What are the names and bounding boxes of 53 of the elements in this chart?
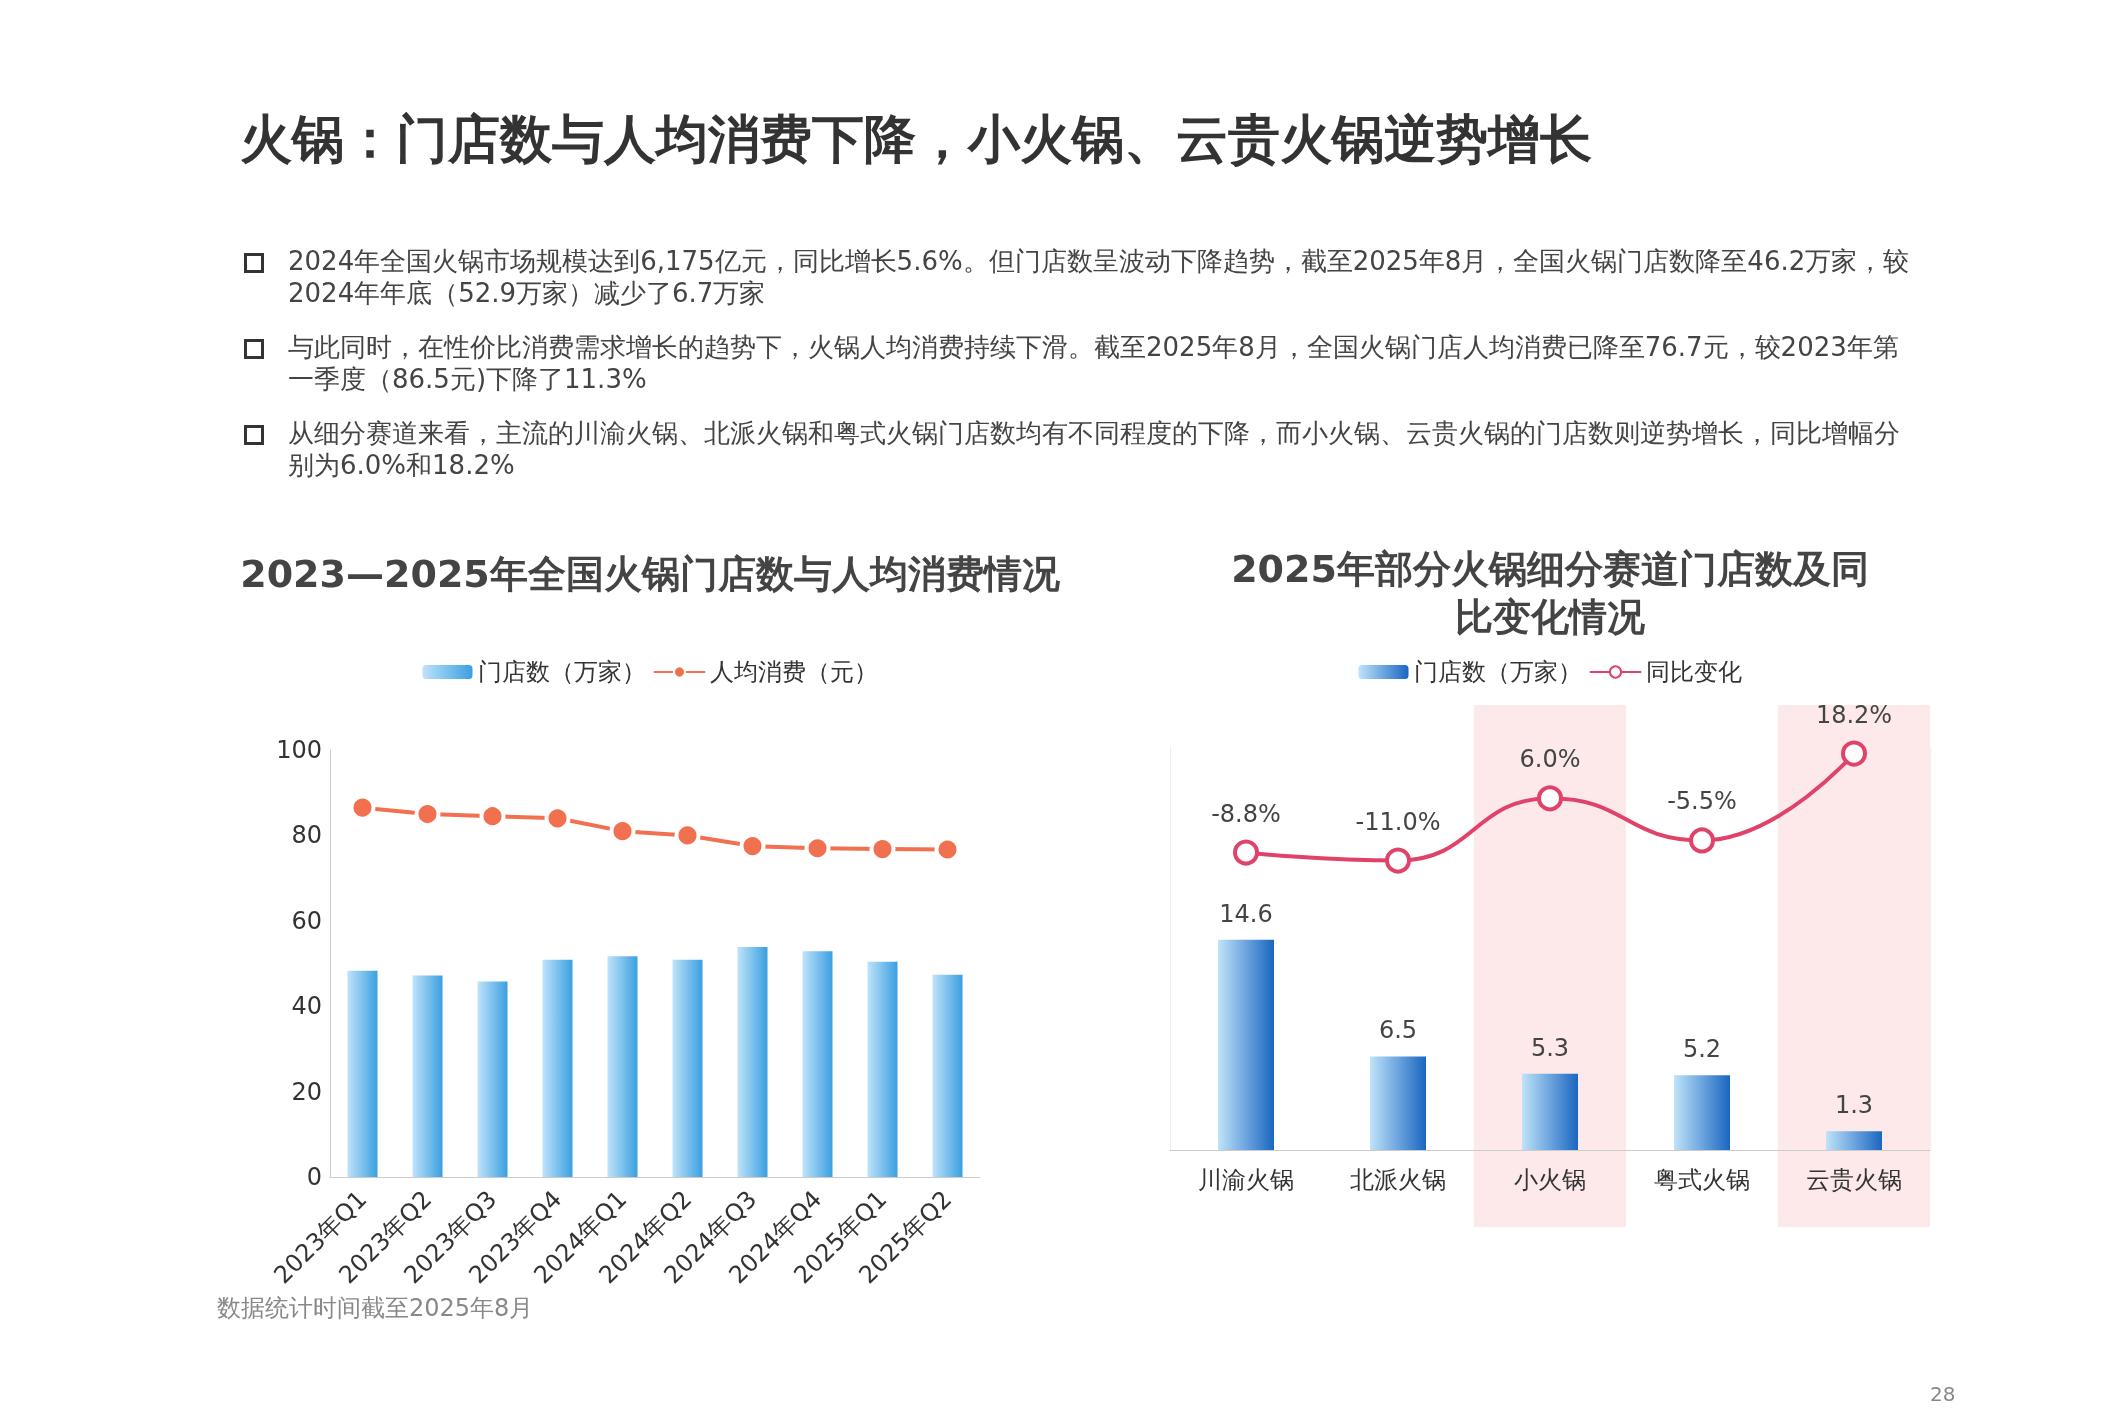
data-label: 18.2%	[1815, 700, 1893, 729]
bar	[1370, 1056, 1426, 1150]
text: 火锅：门店数与人均消费下降，小火锅、云贵火锅逆势增长	[240, 108, 1592, 171]
data-label: -8.8%	[1211, 799, 1281, 828]
legend-label: 门店数（万家）	[1413, 658, 1582, 686]
y-tick-label: 0	[306, 1163, 322, 1192]
x-tick-label: 粤式火锅	[1654, 1166, 1750, 1194]
y-tick-label: 40	[291, 992, 322, 1021]
bar	[802, 951, 833, 1178]
bar	[1522, 1073, 1578, 1150]
data-label: 1.3	[1834, 1091, 1874, 1120]
y-tick-label: 100	[276, 736, 322, 764]
y-tick-label: 80	[291, 821, 322, 850]
bar	[932, 974, 963, 1178]
bar	[1218, 939, 1274, 1150]
text: 从细分赛道来看，主流的川渝火锅、北派火锅和粤式火锅门店数均有不同程度的下降，而小火锅、云贵火锅的门店数则逆势增长，同比增幅分别为6.0%和18.2%	[287, 417, 1901, 481]
data-label: 6.0%	[1519, 745, 1581, 774]
x-tick-label: 北派火锅	[1350, 1166, 1446, 1194]
data-label: 5.2	[1682, 1035, 1722, 1064]
x-tick-label: 小火锅	[1514, 1166, 1586, 1194]
legend-label: 门店数（万家）	[477, 658, 646, 686]
point	[1841, 740, 1867, 767]
point	[1233, 839, 1259, 866]
point	[1689, 827, 1715, 854]
data-label: 14.6	[1219, 899, 1273, 928]
x-tick-label: 川渝火锅	[1198, 1166, 1294, 1194]
y-tick-label: 60	[291, 906, 322, 935]
chart-title: 2025年部分火锅细分赛道门店数及同比变化情况	[1231, 547, 1869, 639]
bar	[542, 959, 573, 1178]
chart-title: 2023—2025年全国火锅门店数与人均消费情况	[240, 552, 1060, 596]
data-label: 6.5	[1378, 1016, 1418, 1045]
bar	[1826, 1131, 1882, 1150]
data-label: -5.5%	[1667, 787, 1737, 816]
bar	[867, 961, 898, 1178]
data-label: 5.3	[1530, 1033, 1570, 1062]
text: 数据统计时间截至2025年8月	[217, 1293, 534, 1324]
x-tick-label: 云贵火锅	[1806, 1166, 1902, 1194]
text: 28	[1930, 1382, 1956, 1406]
bar	[477, 981, 508, 1178]
point	[1385, 847, 1411, 874]
bar	[347, 970, 378, 1178]
bar	[1674, 1075, 1730, 1150]
bar	[737, 946, 768, 1178]
legend-label: 同比变化	[1645, 658, 1742, 686]
text: 2024年全国火锅市场规模达到6,175亿元，同比增长5.6%。但门店数呈波动下降趋势，截至2025年8月，全国火锅门店数降至46.2万家，较2024年年底（52.9万家）减少了6.7万家	[287, 245, 1911, 309]
point	[1537, 785, 1563, 812]
bar	[607, 956, 638, 1178]
data-label: -11.0%	[1355, 807, 1441, 836]
text: 与此同时，在性价比消费需求增长的趋势下，火锅人均消费持续下滑。截至2025年8月，全国火锅门店人均消费已降至76.7元，较2023年第一季度（86.5元)下降了11.3%	[287, 331, 1900, 395]
legend-label: 人均消费（元）	[709, 658, 878, 686]
bar	[672, 959, 703, 1178]
y-tick-label: 20	[291, 1077, 322, 1106]
bar	[412, 975, 443, 1178]
